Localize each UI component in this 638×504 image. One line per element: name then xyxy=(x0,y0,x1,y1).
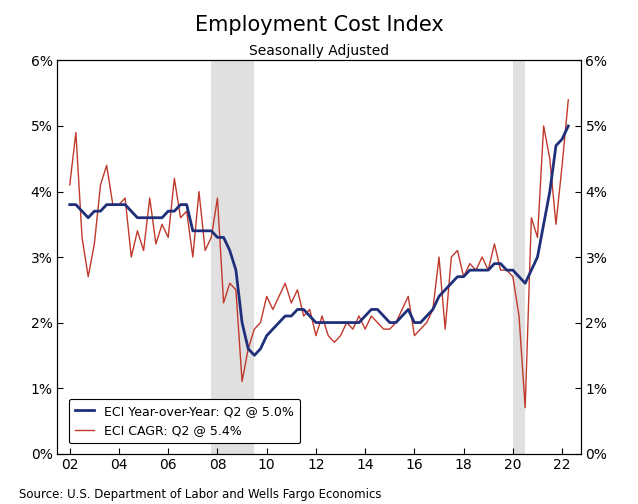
Legend: ECI Year-over-Year: Q2 @ 5.0%, ECI CAGR: Q2 @ 5.4%: ECI Year-over-Year: Q2 @ 5.0%, ECI CAGR:… xyxy=(69,399,300,444)
Bar xyxy=(211,60,255,454)
Title: Seasonally Adjusted: Seasonally Adjusted xyxy=(249,44,389,58)
Text: Source: U.S. Department of Labor and Wells Fargo Economics: Source: U.S. Department of Labor and Wel… xyxy=(19,488,382,501)
Text: Employment Cost Index: Employment Cost Index xyxy=(195,15,443,35)
Bar xyxy=(513,60,525,454)
